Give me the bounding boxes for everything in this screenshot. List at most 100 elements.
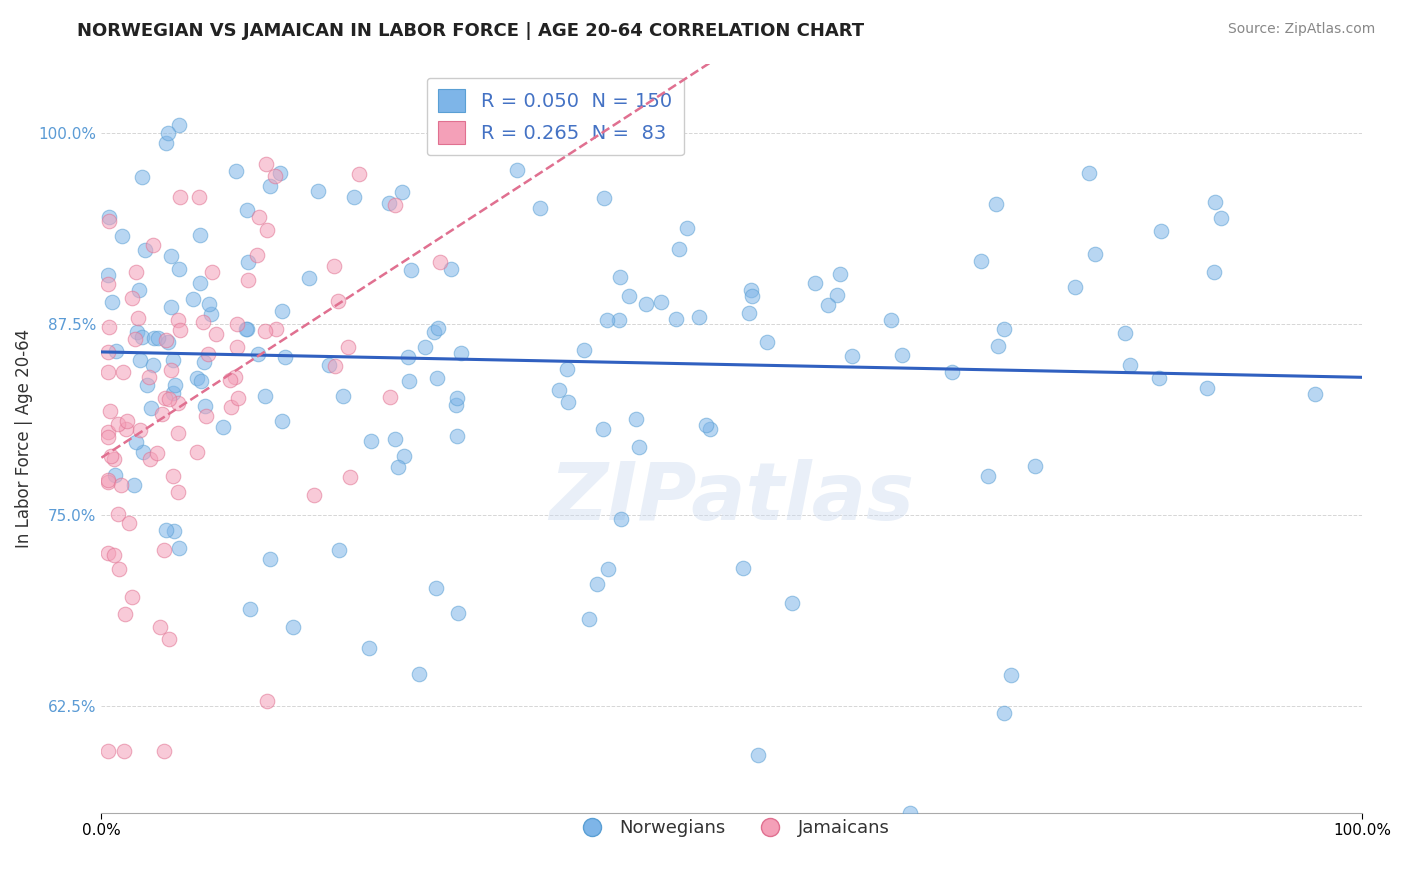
Point [738,306,761,320]
Point [624,411,647,425]
Point [425,581,447,595]
Point [396,350,419,364]
Point [163,377,186,392]
Point [142,331,165,345]
Point [114,421,136,435]
Text: NORWEGIAN VS JAMAICAN IN LABOR FORCE | AGE 20-64 CORRELATION CHART: NORWEGIAN VS JAMAICAN IN LABOR FORCE | A… [77,22,865,40]
Point [1084,247,1107,261]
Point [733,561,755,575]
Point [391,185,413,199]
Text: ZIPatlas: ZIPatlas [550,459,914,537]
Point [152,542,174,557]
Point [160,363,183,377]
Point [326,293,349,308]
Point [97,744,120,758]
Point [138,370,160,384]
Point [97,429,120,443]
Point [561,118,583,132]
Point [740,283,762,297]
Point [253,324,276,338]
Point [156,334,179,349]
Point [186,371,208,385]
Point [225,163,247,178]
Point [193,355,215,369]
Point [259,552,281,566]
Point [398,374,420,388]
Point [780,596,803,610]
Point [149,619,172,633]
Point [127,310,149,325]
Legend: Norwegians, Jamaicans: Norwegians, Jamaicans [567,813,897,845]
Point [898,805,921,820]
Point [162,469,184,483]
Point [167,262,190,277]
Point [446,606,468,620]
Point [880,312,903,326]
Point [219,400,242,414]
Point [817,298,839,312]
Point [357,641,380,656]
Point [246,248,269,262]
Point [1064,280,1087,294]
Point [150,407,173,421]
Point [298,271,321,285]
Point [1197,381,1219,395]
Point [259,179,281,194]
Point [665,312,688,326]
Point [125,326,148,340]
Point [557,361,579,376]
Point [121,291,143,305]
Point [167,485,190,500]
Point [993,706,1015,721]
Point [253,389,276,403]
Point [318,359,340,373]
Point [112,744,135,758]
Point [695,418,717,433]
Point [323,359,346,374]
Point [142,358,165,372]
Point [283,620,305,634]
Point [1202,264,1225,278]
Point [675,220,697,235]
Point [193,315,215,329]
Point [1303,387,1326,401]
Point [166,313,188,327]
Point [1024,459,1046,474]
Point [1209,211,1232,225]
Point [263,169,285,184]
Point [307,184,329,198]
Point [987,339,1010,353]
Point [830,267,852,281]
Point [125,435,148,450]
Point [100,450,122,464]
Point [969,253,991,268]
Point [578,612,600,626]
Point [160,249,183,263]
Point [167,541,190,555]
Point [155,523,177,537]
Point [197,297,219,311]
Point [107,508,129,522]
Point [169,323,191,337]
Point [114,607,136,621]
Point [155,333,177,347]
Point [384,433,406,447]
Point [741,289,763,303]
Point [984,197,1007,211]
Point [360,434,382,449]
Point [101,294,124,309]
Point [596,562,619,576]
Point [169,190,191,204]
Point [201,265,224,279]
Point [1077,166,1099,180]
Point [446,429,468,443]
Point [148,331,170,345]
Point [104,468,127,483]
Point [1147,371,1170,385]
Point [427,320,450,334]
Point [394,449,416,463]
Point [440,262,463,277]
Point [197,347,219,361]
Point [891,348,914,362]
Point [413,340,436,354]
